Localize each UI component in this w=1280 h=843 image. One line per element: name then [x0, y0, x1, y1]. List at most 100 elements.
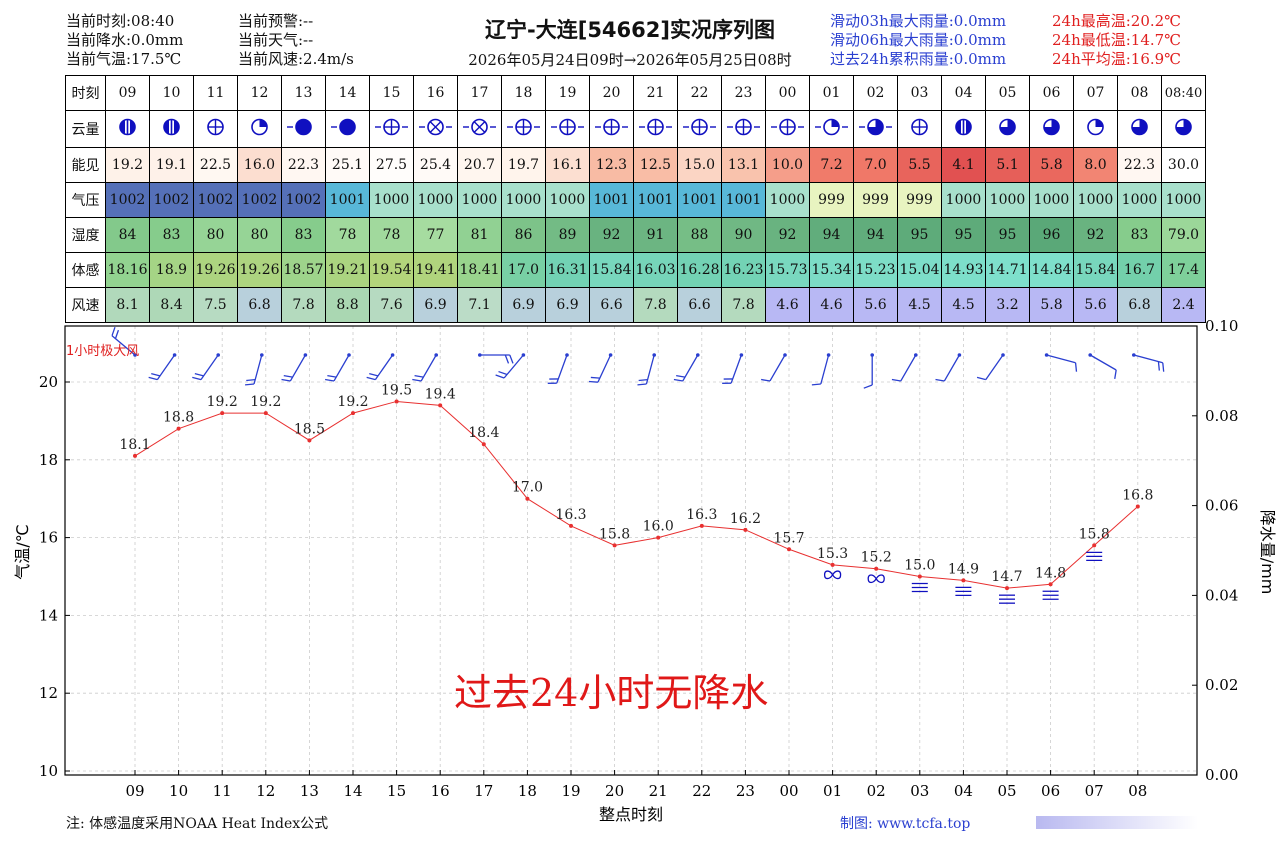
- temperature-data-label: 18.8: [163, 410, 194, 426]
- temp-avg: 24h平均温:16.9℃: [1052, 50, 1181, 68]
- pressure-cell: 1000: [941, 182, 986, 218]
- x-tick-label: 15: [387, 782, 406, 800]
- cloud-cover-icon: [639, 118, 672, 136]
- visibility-cell: 7.2: [809, 147, 854, 183]
- humidity-cell: 78: [369, 217, 414, 253]
- humidity-row: 湿度 84 83 80 80 83 78 78 77 81 86 89 92 91 88 90 92 94 94 95…: [65, 217, 1206, 253]
- temp-min: 24h最低温:14.7℃: [1052, 31, 1181, 49]
- cloud-cell: [853, 110, 898, 148]
- cloud-cover-icon: [551, 118, 584, 136]
- x-tick-label: 01: [823, 782, 842, 800]
- temperature-point: [874, 566, 879, 571]
- humidity-cell: 95: [941, 217, 986, 253]
- wind-cell: 6.6: [677, 287, 722, 323]
- feels-cell: 16.23: [721, 252, 766, 288]
- pressure-cell: 1001: [721, 182, 766, 218]
- grid-lines: [65, 326, 1197, 775]
- pressure-cell: 1000: [545, 182, 590, 218]
- x-tick-label: 13: [300, 782, 319, 800]
- date-range: 2026年05月24日09时→2026年05月25日08时: [468, 51, 792, 69]
- wind-cell: 7.1: [457, 287, 502, 323]
- feels-cell: 14.71: [985, 252, 1030, 288]
- x-tick-label: 08: [1128, 782, 1147, 800]
- temp-max: 24h最高温:20.2℃: [1052, 12, 1181, 30]
- wind-cell: 5.8: [1029, 287, 1074, 323]
- cloud-cover-icon: [463, 118, 496, 136]
- y-axis-label: 气温/℃: [13, 524, 32, 579]
- cloud-cell: [809, 110, 854, 148]
- cloud-cover-icon: [999, 118, 1016, 136]
- rain-6h: 滑动06h最大雨量:0.0mm: [830, 31, 1007, 49]
- wind-cell: 5.6: [1073, 287, 1118, 323]
- temperature-data-label: 14.9: [948, 561, 979, 577]
- wind-cell: 6.8: [1117, 287, 1162, 323]
- wind-cell: 6.8: [237, 287, 282, 323]
- cloud-cover-icon: [507, 118, 540, 136]
- cloud-cover-icon: [815, 118, 848, 136]
- cloud-cover-icon: [859, 118, 892, 136]
- feels-cell: 16.7: [1117, 252, 1162, 288]
- wind-barb-icon: [811, 353, 831, 386]
- pressure-cell: 1000: [413, 182, 458, 218]
- wind-cell: 7.8: [721, 287, 766, 323]
- x-tick-label: 20: [605, 782, 624, 800]
- cloud-cover-icon: [419, 118, 452, 136]
- visibility-cell: 4.1: [941, 147, 986, 183]
- wind-cell: 8.4: [149, 287, 194, 323]
- row-label: 湿度: [65, 217, 106, 253]
- x-tick-label: 21: [649, 782, 668, 800]
- temperature-data-label: 16.8: [1122, 487, 1153, 503]
- visibility-cell: 19.7: [501, 147, 546, 183]
- current-status-mid: 当前预警:-- 当前天气:-- 当前风速:2.4m/s: [238, 12, 354, 69]
- feels-cell: 17.0: [501, 252, 546, 288]
- wind-barb-icon: [1132, 353, 1165, 372]
- visibility-cell: 22.3: [1117, 147, 1162, 183]
- visibility-cell: 22.3: [281, 147, 326, 183]
- wind-barb-icon: [1088, 353, 1117, 379]
- cloud-cell: [1161, 110, 1206, 148]
- current-status-left: 当前时刻:08:40 当前降水:0.0mm 当前气温:17.5℃: [66, 12, 183, 69]
- wind-barb-icon: [761, 353, 787, 382]
- visibility-cell: 15.0: [677, 147, 722, 183]
- wind-cell: 6.6: [589, 287, 634, 323]
- no-precip-note: 过去24小时无降水: [454, 671, 769, 715]
- x-tick-label: 05: [997, 782, 1016, 800]
- feels-cell: 18.16: [105, 252, 150, 288]
- pressure-cell: 1000: [457, 182, 502, 218]
- cloud-cell: [105, 110, 150, 148]
- cloud-cell: [765, 110, 810, 148]
- visibility-cell: 5.1: [985, 147, 1030, 183]
- temperature-point: [1048, 582, 1053, 587]
- times-cell: 01: [809, 75, 854, 111]
- feels-cell: 18.41: [457, 252, 502, 288]
- row-label: 体感: [65, 252, 106, 288]
- wind-barb-icon: [722, 353, 744, 384]
- wind-cell: 8.8: [325, 287, 370, 323]
- wind-cell: 5.6: [853, 287, 898, 323]
- temperature-point: [830, 562, 835, 567]
- temperature-data-label: 15.0: [904, 558, 935, 574]
- y-tick-label: 20: [39, 373, 58, 391]
- cloud-cell: [589, 110, 634, 148]
- x-tick-label: 07: [1085, 782, 1104, 800]
- feels-cell: 15.04: [897, 252, 942, 288]
- weather-symbols: [823, 551, 1103, 604]
- temperature-data-label: 19.2: [337, 394, 368, 410]
- credit: 制图: www.tcfa.top: [840, 816, 971, 832]
- humidity-cell: 95: [897, 217, 942, 253]
- x-tick-label: 22: [692, 782, 711, 800]
- pressure-cell: 999: [853, 182, 898, 218]
- temp-summary: 24h最高温:20.2℃ 24h最低温:14.7℃ 24h平均温:16.9℃: [1052, 12, 1181, 69]
- temperature-point: [438, 403, 443, 408]
- times-cell: 11: [193, 75, 238, 111]
- wind-barb-icon: [588, 353, 613, 383]
- feels-cell: 19.26: [237, 252, 282, 288]
- temperature-data-label: 15.8: [1079, 526, 1110, 542]
- temperature-data-label: 19.5: [381, 382, 412, 398]
- humidity-cell: 77: [413, 217, 458, 253]
- visibility-cell: 5.8: [1029, 147, 1074, 183]
- temperature-point: [220, 411, 225, 416]
- pressure-cell: 1000: [1029, 182, 1074, 218]
- gust-label: 1小时极大风: [66, 344, 139, 359]
